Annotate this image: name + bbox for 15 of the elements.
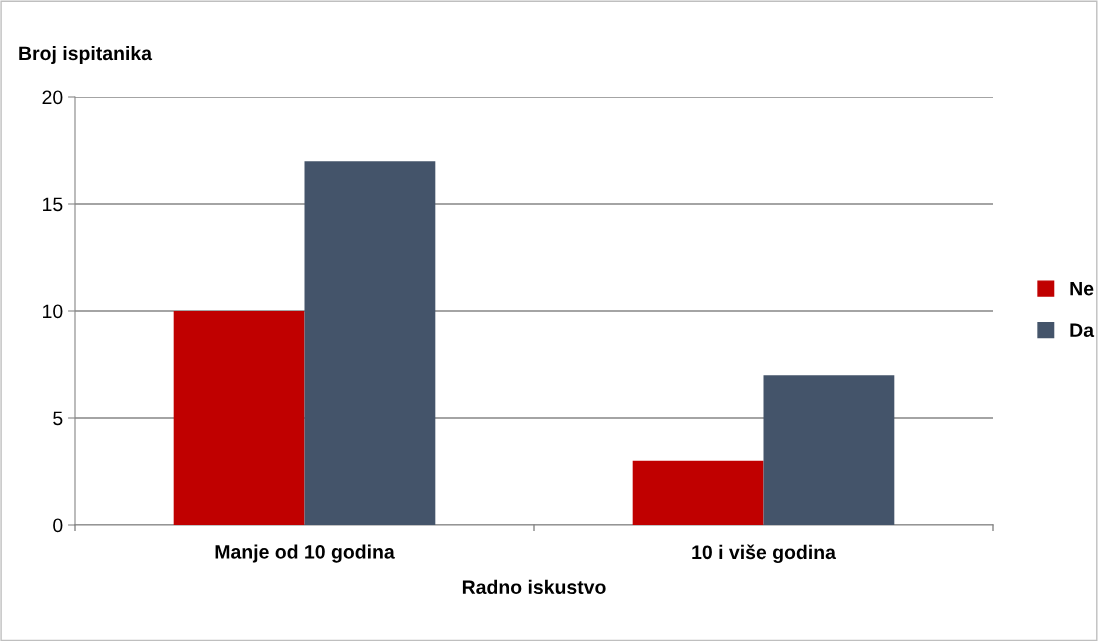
bar (632, 460, 764, 525)
y-tick-label: 0 (53, 518, 63, 533)
bar (304, 161, 436, 525)
x-axis-title: Radno iskustvo (462, 579, 606, 595)
bar (763, 375, 895, 525)
y-tick-label: 5 (53, 411, 63, 426)
y-tick-label: 20 (42, 90, 63, 105)
x-tick-label: Manje od 10 godina (215, 544, 395, 563)
bar (173, 311, 305, 525)
y-tick-label: 15 (43, 197, 63, 212)
x-tick-label: 10 i više godina (692, 544, 837, 564)
y-tick-label: 10 (43, 304, 63, 319)
legend-label: Ne (1070, 281, 1094, 296)
y-axis-title: Broj ispitanika (19, 45, 153, 65)
legend-label: Da (1070, 323, 1095, 338)
